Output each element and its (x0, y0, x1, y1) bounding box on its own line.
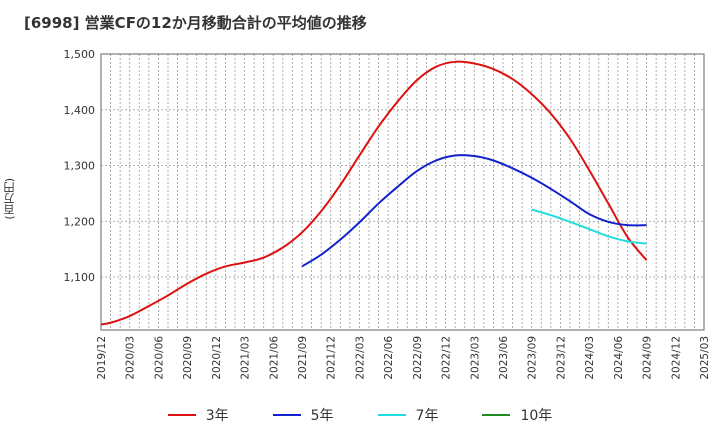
series-line-5年 (301, 154, 647, 268)
x-tick-label: 2024/03 (584, 336, 596, 380)
x-tick-label: 2020/06 (153, 336, 165, 380)
x-tick-label: 2022/03 (354, 336, 366, 380)
x-tick-label: 2019/12 (96, 336, 108, 380)
legend-item: 10年 (482, 405, 552, 425)
y-tick-label: 1,300 (64, 160, 96, 173)
x-tick-label: 2020/09 (182, 336, 194, 380)
x-tick-label: 2022/09 (412, 336, 424, 380)
y-tick-label: 1,500 (64, 48, 96, 61)
chart-title: [6998] 営業CFの12か月移動合計の平均値の推移 (24, 14, 367, 32)
x-tick-label: 2021/12 (326, 336, 338, 380)
legend-swatch (482, 414, 511, 416)
x-tick-label: 2021/06 (268, 336, 280, 380)
x-tick-label: 2021/03 (240, 336, 252, 380)
x-tick-labels: 2019/12 2020/03 2020/06 2020/09 2020/12 2021/… (96, 336, 711, 380)
grid-lines (100, 53, 705, 330)
series-line-3年 (100, 60, 648, 326)
legend-label: 10年 (520, 408, 553, 424)
x-tick-label: 2022/06 (383, 336, 395, 380)
x-tick-label: 2023/03 (469, 336, 481, 380)
legend-label: 3年 (205, 408, 229, 424)
legend-swatch (377, 414, 406, 416)
legend-item: 7年 (377, 405, 439, 425)
x-tick-label: 2024/09 (642, 336, 654, 380)
x-tick-label: 2024/06 (613, 336, 625, 380)
legend: 3年 5年 7年 10年 (0, 404, 720, 426)
line-chart: 1,100 1,200 1,300 1,400 1,500 2019/12 2020/03… (64, 48, 712, 380)
x-tick-label: 2025/03 (699, 336, 711, 380)
legend-swatch (272, 414, 301, 416)
x-tick-label: 2024/12 (670, 336, 682, 380)
x-tick-label: 2021/09 (297, 336, 309, 380)
legend-label: 7年 (415, 408, 439, 424)
x-tick-label: 2023/09 (527, 336, 539, 380)
series-line-7年 (531, 208, 647, 245)
legend-swatch (167, 414, 196, 416)
plot-frame (100, 53, 705, 331)
y-tick-label: 1,400 (64, 104, 96, 117)
legend-item: 5年 (272, 405, 334, 425)
x-tick-label: 2020/12 (211, 336, 223, 380)
y-tick-label: 1,200 (64, 215, 96, 228)
y-tick-label: 1,100 (64, 271, 96, 284)
legend-label: 5年 (310, 408, 334, 424)
legend-item: 3年 (167, 405, 229, 425)
x-tick-label: 2023/06 (498, 336, 510, 380)
series-lines (100, 60, 648, 326)
y-tick-labels: 1,100 1,200 1,300 1,400 1,500 (64, 48, 96, 284)
x-tick-label: 2020/03 (125, 336, 137, 380)
x-tick-label: 2022/12 (441, 336, 453, 380)
x-tick-label: 2023/12 (555, 336, 567, 380)
